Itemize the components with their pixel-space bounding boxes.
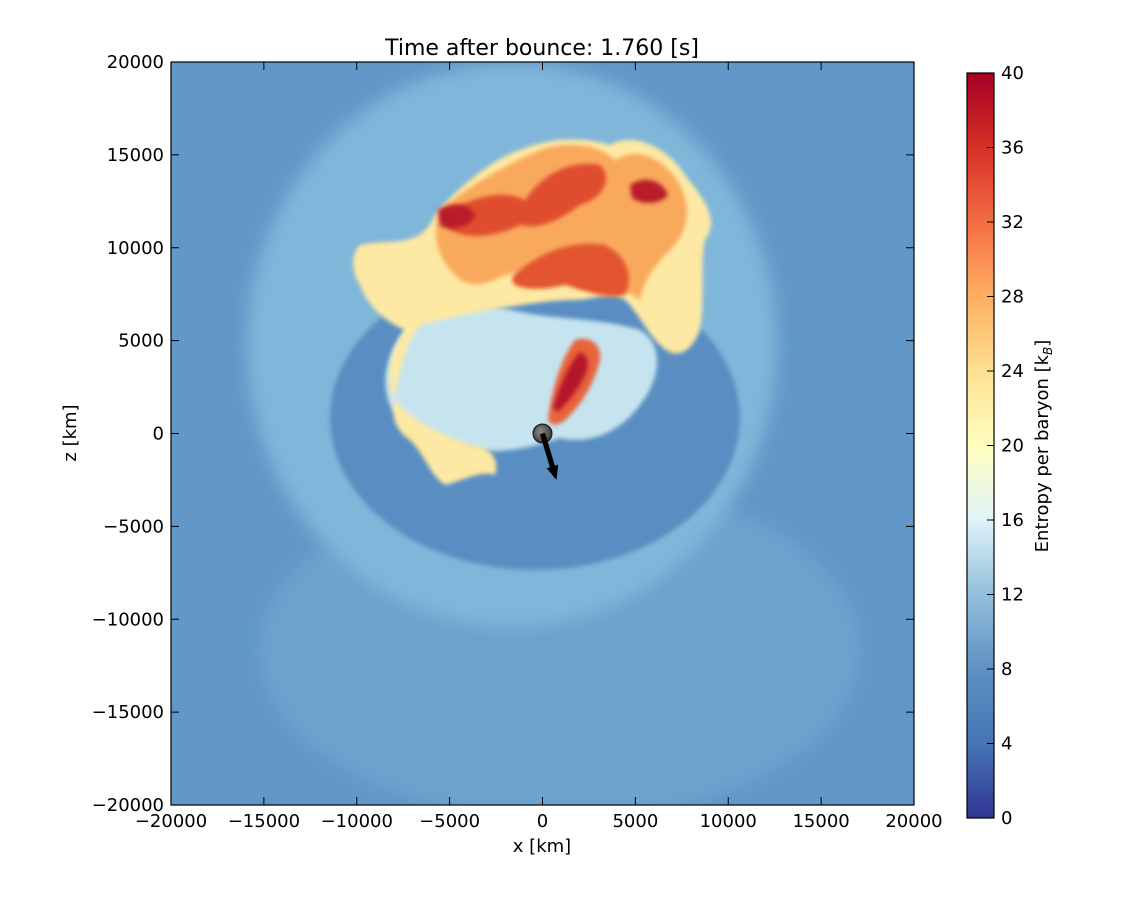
y-tick-label: 20000 (107, 52, 164, 73)
plume-mid-region (435, 144, 687, 300)
colorbar-tick-label: 20 (1001, 436, 1024, 457)
colorbar-tick-label: 16 (1001, 510, 1024, 531)
x-tick-label: −5000 (419, 811, 480, 832)
central-jet-core-region (553, 352, 588, 412)
colorbar-tick-label: 8 (1001, 659, 1012, 680)
y-tick-label: 10000 (107, 238, 164, 259)
colorbar-ticks: 0 4 8 12 16 20 24 28 32 36 40 (987, 63, 1024, 829)
plume-core-region (438, 179, 668, 229)
y-tick-label: 0 (153, 424, 164, 445)
colorbar-tick-label: 4 (1001, 734, 1012, 755)
y-tick-label: −10000 (92, 609, 164, 630)
kick-arrow (540, 432, 559, 480)
colorbar-tick-label: 40 (1001, 63, 1024, 84)
y-tick-label: −20000 (92, 795, 164, 816)
colorbar-tick-label: 36 (1001, 138, 1024, 159)
colorbar-label-sub: B (1041, 347, 1055, 355)
y-tick-label: 5000 (118, 331, 164, 352)
y-tick-label: −15000 (92, 702, 164, 723)
neutron-star-overlay (532, 423, 559, 480)
x-axis-label: x [km] (513, 836, 571, 857)
x-tick-label: 10000 (700, 811, 757, 832)
x-tick-label: 5000 (612, 811, 658, 832)
plume-high-region-2 (512, 243, 629, 297)
y-tick-label: −5000 (103, 516, 164, 537)
plume-high-region (443, 163, 607, 236)
colorbar-tick-label: 24 (1001, 361, 1024, 382)
y-tick-label: 15000 (107, 145, 164, 166)
x-tick-label: −15000 (228, 811, 300, 832)
entropy-heatmap (171, 62, 914, 805)
colorbar-tick-label: 28 (1001, 287, 1024, 308)
colorbar-label-close: ] (1032, 340, 1053, 347)
colorbar-tick-label: 0 (1001, 808, 1012, 829)
y-axis-label: z [km] (60, 404, 81, 461)
y-axis-ticks: −20000 −15000 −10000 −5000 0 5000 10000 15000 20… (92, 52, 914, 816)
x-tick-label: −10000 (321, 811, 393, 832)
x-tick-label: 20000 (885, 811, 942, 832)
colorbar-tick-label: 12 (1001, 585, 1024, 606)
chart-title: Time after bounce: 1.760 [s] (384, 36, 699, 61)
x-tick-label: 15000 (792, 811, 849, 832)
colorbar-label: Entropy per baryon [kB] (1032, 340, 1055, 553)
colorbar-label-main: Entropy per baryon [k (1032, 354, 1053, 552)
x-axis-ticks: −20000 −15000 −10000 −5000 0 5000 10000 15000 20… (135, 62, 943, 832)
x-tick-label: −20000 (135, 811, 207, 832)
x-tick-label: 0 (537, 811, 548, 832)
colorbar-tick-label: 32 (1001, 212, 1024, 233)
